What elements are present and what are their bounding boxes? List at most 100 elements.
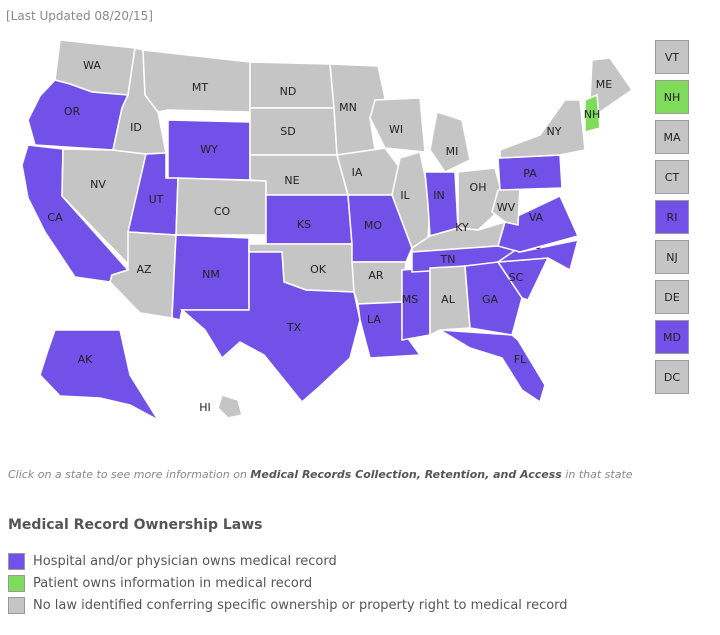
state-mt[interactable]: MT: [142, 49, 251, 113]
small-states-column: VT NH MA CT RI NJ DE MD DC: [655, 40, 693, 400]
state-label-oh: OH: [470, 181, 487, 194]
state-label-tn: TN: [440, 253, 456, 266]
state-label-or: OR: [64, 105, 81, 118]
state-shape-ny[interactable]: [499, 99, 586, 159]
state-shape-fl[interactable]: [439, 329, 546, 404]
state-hi[interactable]: HI: [199, 394, 243, 419]
state-label-ak: AK: [78, 353, 94, 366]
state-label-ms: MS: [402, 293, 418, 306]
small-state-box-ct[interactable]: CT: [655, 160, 689, 194]
state-shape-al[interactable]: [429, 265, 471, 337]
state-shape-nh[interactable]: [584, 93, 601, 133]
state-mn[interactable]: MN: [329, 63, 386, 156]
state-label-id: ID: [130, 121, 142, 134]
legend-title: Medical Record Ownership Laws: [8, 517, 263, 533]
state-shape-mi[interactable]: [429, 111, 471, 173]
state-ak[interactable]: AK: [39, 329, 161, 422]
state-wy[interactable]: WY: [167, 119, 251, 181]
state-shape-me[interactable]: [589, 57, 634, 114]
state-label-al: AL: [441, 293, 456, 306]
state-co[interactable]: CO: [175, 177, 267, 236]
state-shape-va[interactable]: [497, 194, 580, 253]
legend-item-no-law: No law identified conferring specific ow…: [8, 594, 568, 616]
state-shape-tx[interactable]: [179, 251, 361, 404]
small-state-box-dc[interactable]: DC: [655, 360, 689, 394]
state-shape-ia[interactable]: [336, 147, 401, 196]
state-shape-mn[interactable]: [329, 63, 386, 156]
state-shape-ak[interactable]: [39, 329, 161, 422]
state-label-va: VA: [529, 211, 544, 224]
state-label-mt: MT: [192, 81, 208, 94]
state-label-me: ME: [596, 78, 612, 91]
legend-item-hospital: Hospital and/or physician owns medical r…: [8, 550, 568, 572]
state-wi[interactable]: WI: [369, 97, 426, 153]
legend-label-no-law: No law identified conferring specific ow…: [33, 597, 568, 613]
legend-swatch-patient: [8, 574, 25, 592]
state-or[interactable]: OR: [27, 79, 130, 151]
state-label-ne: NE: [284, 174, 299, 187]
state-shape-ga[interactable]: [464, 261, 523, 336]
state-label-in: IN: [433, 189, 444, 202]
state-label-sd: SD: [280, 125, 295, 138]
state-label-la: LA: [367, 313, 381, 326]
state-sd[interactable]: SD: [249, 107, 338, 156]
state-label-co: CO: [214, 205, 231, 218]
state-label-ca: CA: [47, 211, 63, 224]
state-pa[interactable]: PA: [497, 154, 563, 191]
state-ks[interactable]: KS: [265, 194, 353, 245]
state-tx[interactable]: TX: [179, 251, 361, 404]
state-label-nd: ND: [280, 85, 297, 98]
state-label-nv: NV: [90, 178, 106, 191]
small-state-box-vt[interactable]: VT: [655, 40, 689, 74]
state-nd[interactable]: ND: [249, 61, 335, 109]
state-label-ny: NY: [547, 125, 562, 138]
small-state-box-md[interactable]: MD: [655, 320, 689, 354]
state-shape-wi[interactable]: [369, 97, 426, 153]
state-label-sc: SC: [509, 271, 524, 284]
state-ms[interactable]: MS: [401, 267, 431, 341]
small-state-box-ri[interactable]: RI: [655, 200, 689, 234]
state-label-wa: WA: [83, 59, 101, 72]
state-label-ga: GA: [482, 293, 499, 306]
state-label-ky: KY: [455, 221, 469, 234]
legend-label-hospital: Hospital and/or physician owns medical r…: [33, 553, 337, 569]
state-label-az: AZ: [136, 263, 152, 276]
state-label-nh: NH: [584, 108, 601, 121]
state-va[interactable]: VA: [497, 194, 580, 253]
state-shape-oh[interactable]: [457, 167, 506, 231]
instruction-note: Click on a state to see more information…: [8, 468, 633, 481]
state-oh[interactable]: OH: [457, 167, 506, 231]
small-state-box-nj[interactable]: NJ: [655, 240, 689, 274]
state-al[interactable]: AL: [429, 265, 471, 337]
legend-swatch-hospital: [8, 552, 25, 570]
legend-swatch-no-law: [8, 596, 25, 614]
legend: Hospital and/or physician owns medical r…: [8, 550, 568, 616]
state-mi[interactable]: MI: [429, 111, 471, 173]
state-label-fl: FL: [514, 353, 527, 366]
state-me[interactable]: ME: [589, 57, 634, 114]
legend-item-patient: Patient owns information in medical reco…: [8, 572, 568, 594]
state-shape-hi[interactable]: [217, 394, 243, 419]
state-ga[interactable]: GA: [464, 261, 523, 336]
state-nh[interactable]: NH: [584, 93, 601, 133]
state-ia[interactable]: IA: [336, 147, 401, 196]
state-wv[interactable]: WV: [491, 185, 521, 226]
state-label-mi: MI: [446, 145, 459, 158]
state-label-pa: PA: [523, 167, 537, 180]
state-ny[interactable]: NY: [499, 99, 586, 159]
state-label-ks: KS: [297, 218, 311, 231]
state-label-ia: IA: [352, 166, 363, 179]
state-nm[interactable]: NM: [171, 234, 250, 321]
small-state-box-ma[interactable]: MA: [655, 120, 689, 154]
small-state-box-de[interactable]: DE: [655, 280, 689, 314]
small-state-box-nh[interactable]: NH: [655, 80, 689, 114]
note-prefix: Click on a state to see more information…: [8, 468, 251, 481]
state-shape-in[interactable]: [424, 171, 459, 237]
state-ar[interactable]: AR: [351, 261, 407, 305]
state-label-ar: AR: [368, 269, 384, 282]
state-label-mn: MN: [339, 101, 357, 114]
state-in[interactable]: IN: [424, 171, 459, 237]
state-label-ok: OK: [310, 263, 327, 276]
state-fl[interactable]: FL: [439, 329, 546, 404]
last-updated-label: [Last Updated 08/20/15]: [6, 9, 153, 23]
